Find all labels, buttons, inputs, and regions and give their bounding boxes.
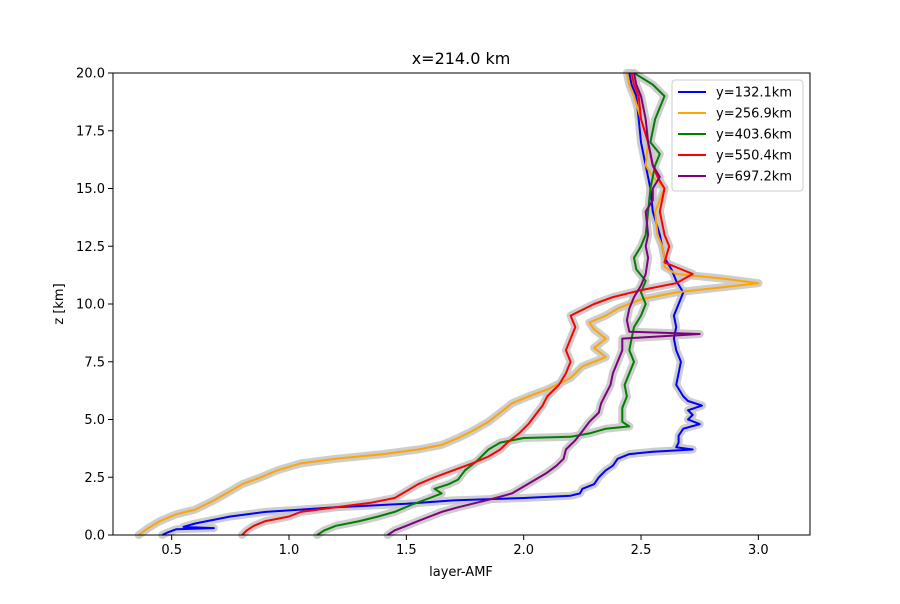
chart-title: x=214.0 km	[412, 49, 511, 68]
x-tick-label: 1.5	[396, 543, 417, 558]
series-2-uncertainty-band	[134, 69, 763, 539]
x-tick-label: 2.0	[513, 543, 534, 558]
y-tick-label: 10.0	[76, 298, 105, 313]
y-tick-label: 0.0	[84, 529, 105, 544]
y-tick-label: 17.5	[76, 124, 105, 139]
y-axis-label: z [km]	[52, 283, 67, 324]
y-tick-label: 12.5	[76, 240, 105, 255]
series-3-line	[316, 72, 666, 536]
legend-label: y=132.1km	[716, 86, 792, 101]
x-tick-label: 1.0	[279, 543, 300, 558]
x-tick-label: 0.5	[161, 543, 182, 558]
y-tick-label: 20.0	[76, 67, 105, 82]
plot-area	[134, 69, 763, 539]
legend-label: y=403.6km	[716, 128, 792, 143]
series-4-line	[241, 72, 694, 536]
legend-box	[671, 79, 804, 192]
series-5-line	[387, 72, 701, 536]
x-axis-label: layer-AMF	[429, 565, 493, 580]
y-tick-label: 5.0	[84, 413, 105, 428]
legend-label: y=697.2km	[716, 170, 792, 185]
y-axis: 0.0 2.5 5.0 7.5 10.0 12.5 15.0 17.5 20.0	[76, 67, 113, 544]
legend: y=132.1km y=256.9km y=403.6km y=550.4km y=69…	[671, 79, 804, 192]
x-tick-label: 2.5	[631, 543, 652, 558]
legend-label: y=550.4km	[716, 149, 792, 164]
y-tick-label: 7.5	[84, 355, 105, 370]
series-2-line	[138, 72, 760, 536]
legend-label: y=256.9km	[716, 107, 792, 122]
x-tick-label: 3.0	[748, 543, 769, 558]
x-axis: 0.5 1.0 1.5 2.0 2.5 3.0	[161, 535, 769, 558]
y-tick-label: 2.5	[84, 471, 105, 486]
y-tick-label: 15.0	[76, 182, 105, 197]
